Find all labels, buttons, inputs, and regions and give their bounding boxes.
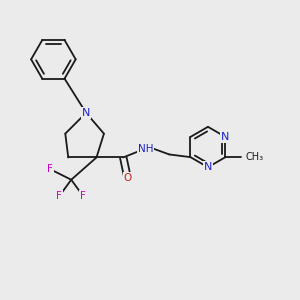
Text: O: O <box>124 173 132 183</box>
Text: N: N <box>221 132 230 142</box>
Text: F: F <box>80 191 86 201</box>
Text: F: F <box>47 164 53 174</box>
Text: N: N <box>82 108 90 118</box>
Text: F: F <box>56 191 62 201</box>
Text: CH₃: CH₃ <box>245 152 263 162</box>
Text: N: N <box>204 162 212 172</box>
Text: NH: NH <box>138 143 153 154</box>
